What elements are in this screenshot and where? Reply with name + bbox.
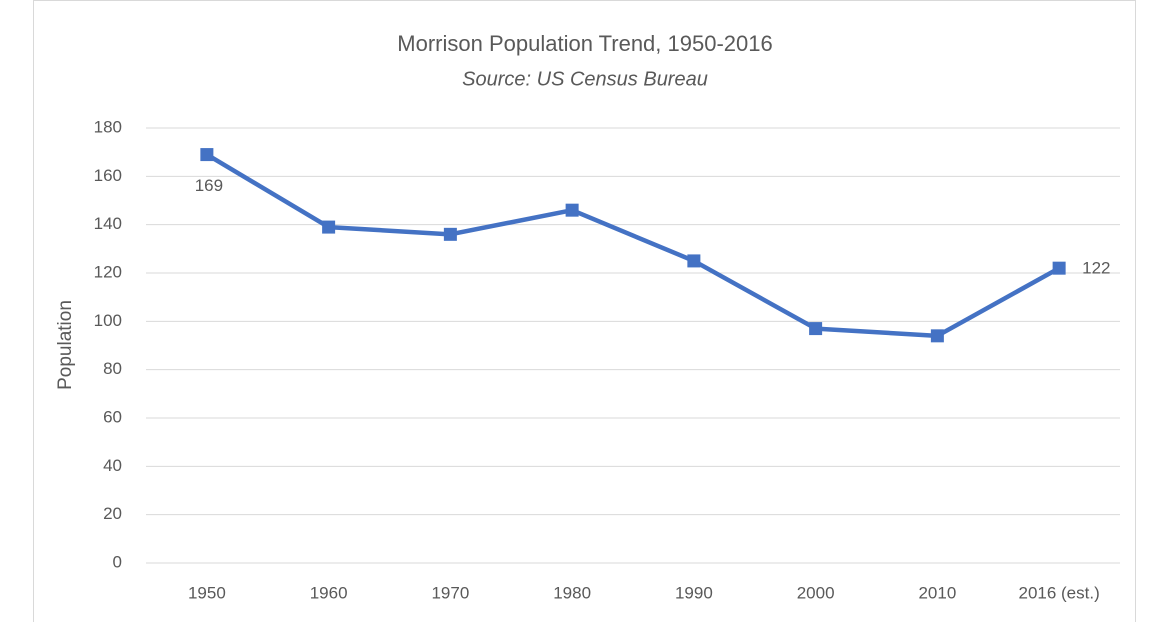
marker (930, 329, 944, 343)
x-tick-label: 1980 (553, 583, 591, 602)
x-tick-label: 2016 (est.) (1018, 583, 1099, 602)
data-label: 169 (195, 176, 223, 195)
data-label: 122 (1082, 259, 1110, 278)
chart-frame (33, 0, 1136, 627)
y-tick-label: 180 (94, 117, 122, 136)
x-tick-label: 1970 (431, 583, 469, 602)
y-tick-label: 160 (94, 166, 122, 185)
marker (1052, 261, 1066, 275)
chart-subtitle: Source: US Census Bureau (462, 68, 708, 90)
y-tick-label: 120 (94, 262, 122, 281)
x-tick-label: 2010 (918, 583, 956, 602)
marker (322, 220, 336, 234)
marker (687, 254, 701, 268)
y-axis-label: Population (55, 300, 76, 390)
x-tick-label: 1960 (310, 583, 348, 602)
marker (565, 203, 579, 217)
y-tick-label: 80 (103, 359, 122, 378)
y-tick-label: 60 (103, 407, 122, 426)
y-tick-label: 0 (113, 552, 122, 571)
marker (443, 227, 457, 241)
x-tick-label: 1990 (675, 583, 713, 602)
y-tick-label: 20 (103, 504, 122, 523)
y-tick-label: 40 (103, 456, 122, 475)
chart-title: Morrison Population Trend, 1950-2016 (397, 31, 772, 56)
marker (809, 322, 823, 336)
y-tick-label: 140 (94, 214, 122, 233)
x-tick-label: 1950 (188, 583, 226, 602)
y-tick-label: 100 (94, 311, 122, 330)
line-series (205, 152, 1061, 339)
marker (200, 148, 214, 162)
x-tick-label: 2000 (797, 583, 835, 602)
